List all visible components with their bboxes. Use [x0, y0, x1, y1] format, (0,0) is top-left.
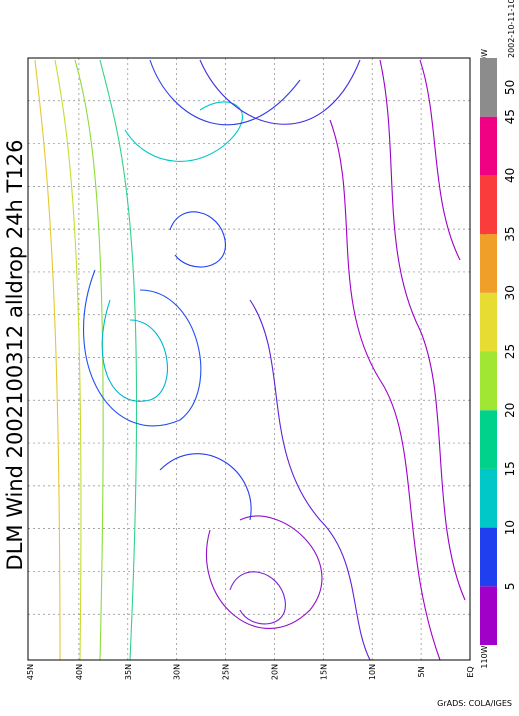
colorbar-segment — [480, 58, 497, 117]
graticule — [28, 58, 470, 660]
colorbar-segment — [480, 116, 497, 176]
latitude-label: 30N — [173, 664, 182, 680]
colorbar-label: 20 — [503, 403, 517, 418]
colorbar-label: 5 — [503, 582, 517, 590]
colorbar-segment — [480, 351, 497, 411]
colorbar: 5 10 15 20 25 30 35 40 45 50 — [480, 58, 517, 645]
colorbar-segment — [480, 234, 497, 293]
colorbar-segment — [480, 410, 497, 469]
colorbar-label: 40 — [503, 168, 517, 183]
colorbar-label: 50 — [503, 80, 517, 95]
latitude-label: EQ — [466, 666, 475, 677]
latitude-label: 5N — [417, 666, 426, 677]
latitude-label: 15N — [319, 664, 328, 680]
title: DLM Wind 2002100312 alldrop 24h T126 — [3, 140, 27, 571]
latitude-label: 25N — [222, 664, 231, 680]
colorbar-segment — [480, 175, 497, 235]
colorbar-segment — [480, 527, 497, 587]
colorbar-segment — [480, 468, 497, 528]
colorbar-label: 45 — [503, 109, 517, 124]
latitude-label: 10N — [368, 664, 377, 680]
colorbar-label: 10 — [503, 520, 517, 535]
footer-credit: GrADS: COLA/IGES — [437, 699, 512, 708]
colorbar-label: 35 — [503, 226, 517, 241]
streamlines — [34, 59, 466, 661]
colorbar-segment — [480, 586, 497, 645]
footer-timestamp: 2002-10-11-10:58 — [507, 0, 516, 58]
latitude-label: 45N — [26, 664, 35, 680]
longitude-label: 110W — [480, 645, 489, 668]
latitude-label: 35N — [124, 664, 133, 680]
longitude-label: 40W — [480, 49, 489, 67]
colorbar-label: 15 — [503, 461, 517, 476]
colorbar-label: 30 — [503, 285, 517, 300]
map-frame — [27, 57, 471, 661]
colorbar-label: 25 — [503, 344, 517, 359]
latitude-label: 40N — [75, 664, 84, 680]
colorbar-segment — [480, 292, 497, 352]
latitude-label: 20N — [270, 664, 279, 680]
